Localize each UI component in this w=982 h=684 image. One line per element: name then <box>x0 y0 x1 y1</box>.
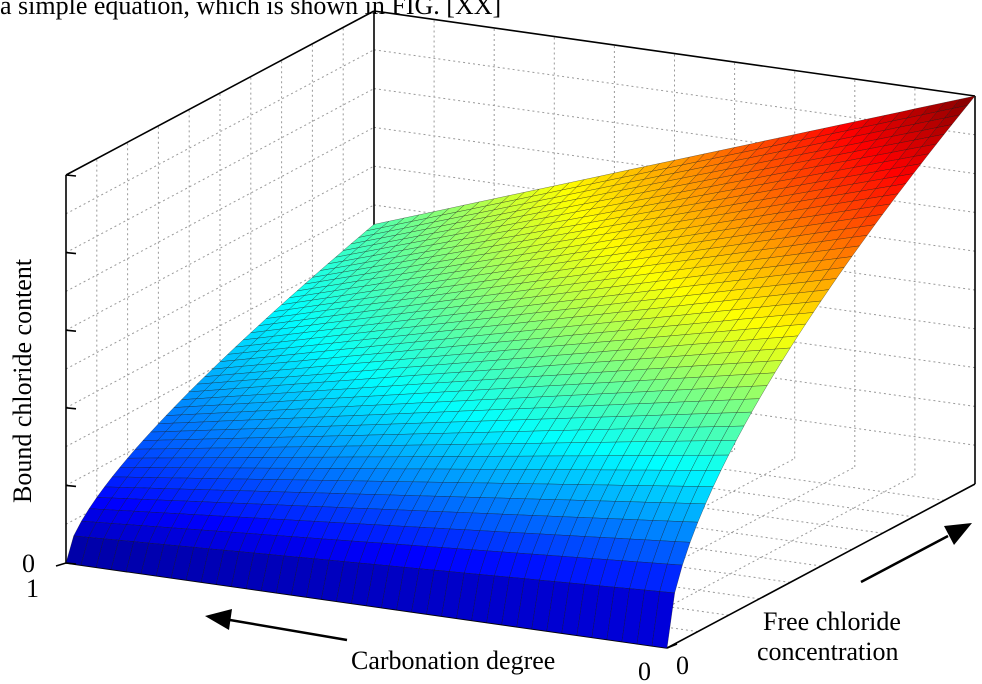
grid-line <box>606 475 916 640</box>
z-axis-label: Bound chloride content <box>8 258 37 503</box>
z-tick <box>65 251 77 255</box>
grid-line <box>546 466 856 632</box>
grid-line <box>65 88 375 254</box>
x-axis-label: Carbonation degree <box>351 646 555 675</box>
y-tick-label-0: 0 <box>676 651 689 680</box>
grid-line <box>65 126 375 292</box>
z-tick <box>65 484 77 488</box>
grid-line <box>486 458 795 623</box>
axis-ticks <box>55 174 678 649</box>
grid-line <box>65 49 375 215</box>
z-tick <box>65 562 77 565</box>
box-edge <box>65 10 375 176</box>
surface-plot <box>65 95 976 649</box>
x-tick-label-0: 0 <box>638 657 651 684</box>
z-tick-label-0: 0 <box>22 549 35 578</box>
x-tick-label-1: 1 <box>26 574 39 603</box>
x-direction-arrow <box>205 609 348 642</box>
z-tick <box>65 329 77 332</box>
y-axis-label-line1: Free chloride <box>763 607 901 636</box>
surface-patch <box>651 591 675 649</box>
z-tick <box>65 407 77 410</box>
grid-line <box>65 204 375 370</box>
box-edge <box>373 10 976 97</box>
y-tick <box>666 643 678 649</box>
grid-line <box>65 165 375 331</box>
grid-line <box>373 165 976 252</box>
y-axis-label-line2: concentration <box>757 637 899 666</box>
header-text: a simple equation, which is shown in FIG… <box>0 0 501 20</box>
x-tick <box>55 562 67 567</box>
box-edge <box>666 483 976 649</box>
y-direction-arrow <box>860 523 972 584</box>
z-tick <box>65 174 77 177</box>
